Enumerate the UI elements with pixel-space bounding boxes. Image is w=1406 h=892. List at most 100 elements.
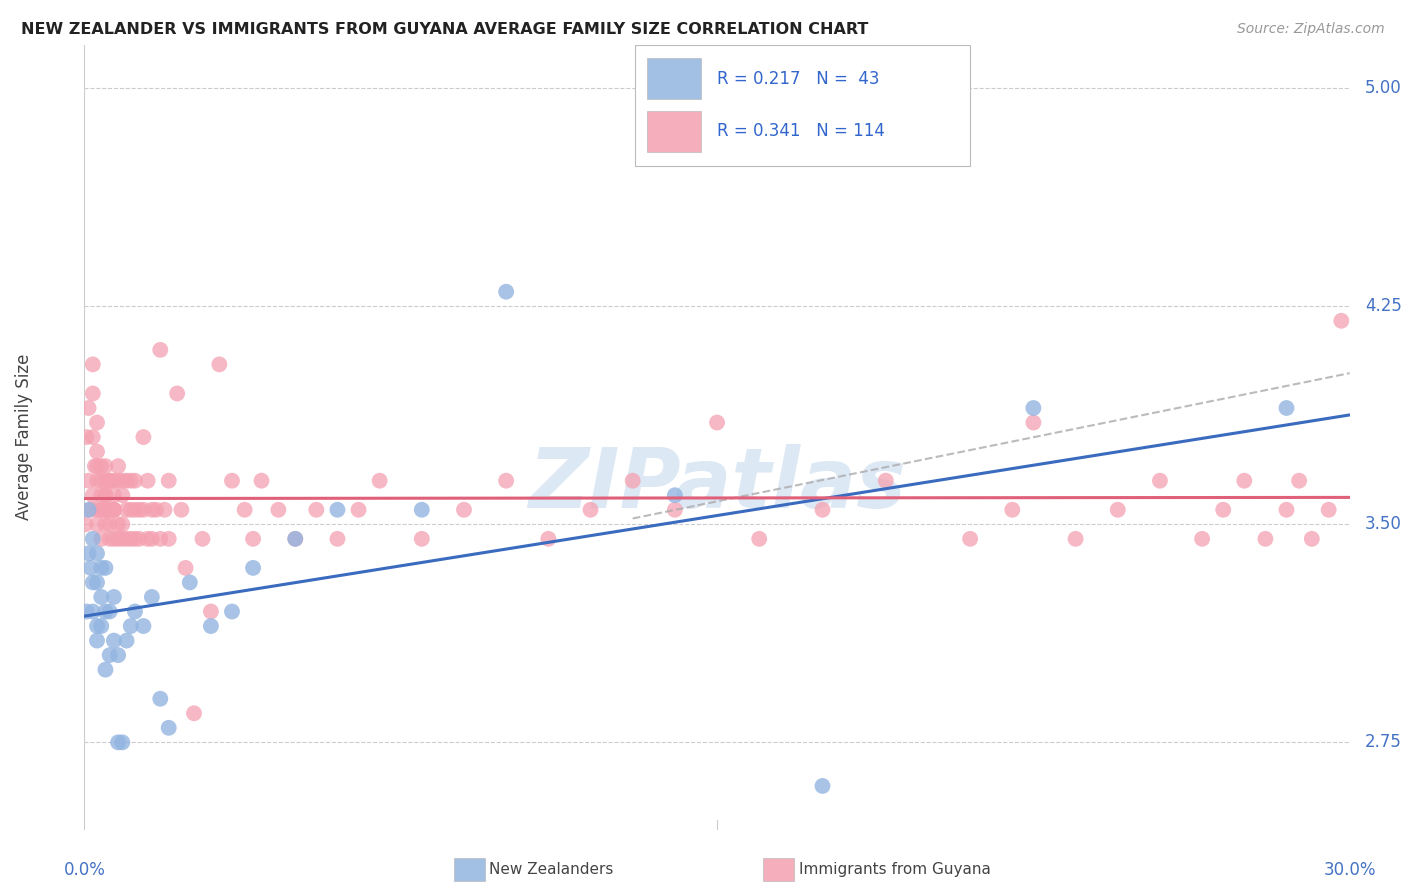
Text: R = 0.341   N = 114: R = 0.341 N = 114: [717, 122, 884, 140]
Point: [128, 502, 150, 516]
Text: New Zealanders: New Zealanders: [489, 863, 613, 877]
Point: [579, 502, 602, 516]
Point: [1301, 532, 1323, 546]
Point: [132, 619, 155, 633]
Point: [326, 532, 349, 546]
Point: [242, 532, 264, 546]
Point: [136, 474, 159, 488]
Point: [94, 561, 117, 575]
Point: [347, 502, 370, 516]
Point: [90, 459, 112, 474]
Point: [453, 502, 475, 516]
Point: [103, 502, 125, 516]
Point: [107, 532, 129, 546]
Text: Immigrants from Guyana: Immigrants from Guyana: [799, 863, 990, 877]
Point: [98, 648, 121, 662]
Point: [179, 575, 201, 590]
Point: [94, 517, 117, 532]
FancyBboxPatch shape: [648, 111, 700, 152]
Point: [537, 532, 560, 546]
Point: [86, 444, 108, 458]
Point: [1275, 502, 1298, 516]
Point: [111, 474, 134, 488]
Point: [124, 605, 146, 619]
Point: [98, 502, 121, 516]
Point: [153, 502, 176, 516]
Point: [149, 343, 172, 357]
Point: [103, 532, 125, 546]
Point: [1212, 502, 1234, 516]
Point: [149, 532, 172, 546]
Point: [200, 619, 222, 633]
Point: [124, 532, 146, 546]
Point: [1149, 474, 1171, 488]
Point: [103, 633, 125, 648]
Point: [1022, 401, 1045, 415]
Point: [124, 502, 146, 516]
Point: [174, 561, 197, 575]
Point: [1022, 416, 1045, 430]
Point: [94, 488, 117, 502]
Point: [94, 663, 117, 677]
Text: Source: ZipAtlas.com: Source: ZipAtlas.com: [1237, 22, 1385, 37]
Point: [79, 502, 103, 516]
Point: [115, 502, 138, 516]
Point: [90, 561, 112, 575]
Point: [103, 488, 125, 502]
FancyBboxPatch shape: [636, 45, 970, 166]
Point: [267, 502, 290, 516]
Point: [98, 474, 121, 488]
Point: [84, 459, 107, 474]
Point: [90, 532, 112, 546]
Point: [103, 474, 125, 488]
Point: [706, 416, 728, 430]
Point: [145, 502, 167, 516]
Point: [90, 502, 112, 516]
Point: [875, 474, 897, 488]
Point: [124, 474, 146, 488]
Point: [115, 474, 138, 488]
Point: [149, 691, 172, 706]
Point: [86, 502, 108, 516]
Point: [77, 474, 100, 488]
Point: [86, 517, 108, 532]
Point: [191, 532, 214, 546]
Text: 0.0%: 0.0%: [63, 861, 105, 879]
Point: [157, 474, 180, 488]
Point: [103, 502, 125, 516]
Point: [136, 532, 159, 546]
Point: [664, 502, 686, 516]
Point: [82, 386, 104, 401]
Point: [107, 735, 129, 749]
Point: [1191, 532, 1213, 546]
Point: [82, 430, 104, 444]
Point: [141, 532, 163, 546]
Point: [495, 474, 517, 488]
Text: 30.0%: 30.0%: [1323, 861, 1376, 879]
Point: [98, 605, 121, 619]
Point: [94, 459, 117, 474]
Point: [200, 605, 222, 619]
Point: [79, 561, 103, 575]
Point: [250, 474, 273, 488]
Point: [305, 502, 328, 516]
Point: [111, 488, 134, 502]
Point: [120, 619, 142, 633]
Point: [959, 532, 981, 546]
Point: [75, 517, 97, 532]
Point: [111, 532, 134, 546]
Point: [76, 430, 98, 444]
Point: [77, 546, 100, 560]
Point: [120, 502, 142, 516]
FancyBboxPatch shape: [648, 58, 700, 99]
Point: [495, 285, 517, 299]
Point: [284, 532, 307, 546]
Point: [284, 532, 307, 546]
Point: [208, 358, 231, 372]
Point: [1064, 532, 1087, 546]
Text: R = 0.217   N =  43: R = 0.217 N = 43: [717, 70, 880, 87]
Point: [103, 590, 125, 604]
Point: [98, 532, 121, 546]
Point: [132, 502, 155, 516]
Point: [111, 735, 134, 749]
